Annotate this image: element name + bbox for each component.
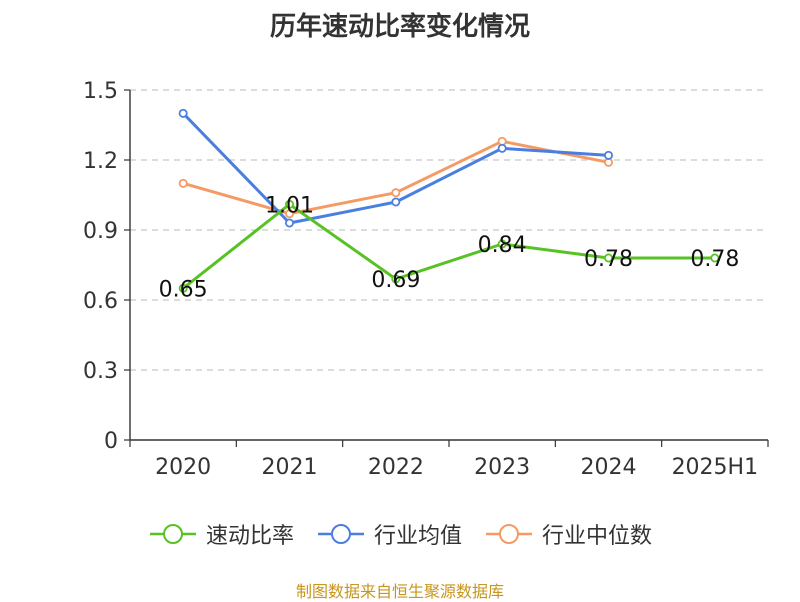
data-point bbox=[284, 209, 294, 219]
data-point bbox=[497, 143, 507, 153]
data-point bbox=[284, 218, 294, 228]
x-tick-label: 2020 bbox=[155, 455, 211, 480]
legend-item[interactable]: 行业均值 bbox=[316, 518, 462, 550]
legend-item[interactable]: 速动比率 bbox=[148, 518, 294, 550]
data-point bbox=[178, 283, 188, 293]
data-point bbox=[391, 188, 401, 198]
data-label: 0.69 bbox=[371, 268, 420, 293]
legend-line-marker-icon bbox=[317, 524, 364, 544]
data-label: 0.65 bbox=[159, 277, 208, 302]
y-tick-label: 0 bbox=[104, 429, 118, 454]
x-tick-label: 2021 bbox=[262, 455, 318, 480]
data-label: 0.78 bbox=[584, 247, 633, 272]
data-point bbox=[391, 274, 401, 284]
data-point bbox=[604, 253, 614, 263]
legend: 速动比率 行业均值 行业中位数 bbox=[0, 518, 800, 550]
legend-label: 行业中位数 bbox=[542, 524, 653, 549]
legend-item[interactable]: 行业中位数 bbox=[484, 518, 652, 550]
x-tick-label: 2024 bbox=[581, 455, 637, 480]
x-tick-label: 2023 bbox=[474, 455, 530, 480]
x-tick-label: 2025H1 bbox=[672, 455, 759, 480]
data-point bbox=[710, 253, 720, 263]
data-point bbox=[178, 178, 188, 188]
data-label: 0.84 bbox=[478, 233, 527, 258]
y-tick-label: 0.3 bbox=[83, 359, 118, 384]
legend-line-marker-icon bbox=[149, 524, 196, 544]
data-label: 0.78 bbox=[690, 247, 739, 272]
y-tick-label: 0.9 bbox=[83, 219, 118, 244]
data-point bbox=[391, 197, 401, 207]
legend-line-marker-icon bbox=[486, 524, 532, 544]
legend-label: 行业均值 bbox=[373, 524, 462, 549]
chart-title: 历年速动比率变化情况 bbox=[269, 12, 530, 42]
data-point bbox=[284, 199, 294, 209]
series-line bbox=[182, 112, 609, 225]
source-note: 制图数据来自恒生聚源数据库 bbox=[295, 582, 504, 601]
data-point bbox=[178, 108, 188, 118]
y-tick-label: 1.5 bbox=[83, 79, 118, 104]
y-tick-label: 0.6 bbox=[83, 289, 118, 314]
data-point bbox=[604, 150, 614, 160]
series-line bbox=[182, 202, 715, 290]
x-tick-label: 2022 bbox=[368, 455, 424, 480]
legend-label: 速动比率 bbox=[205, 524, 294, 549]
data-point bbox=[497, 239, 507, 249]
y-tick-label: 1.2 bbox=[83, 149, 118, 174]
data-label: 1.01 bbox=[265, 193, 314, 218]
